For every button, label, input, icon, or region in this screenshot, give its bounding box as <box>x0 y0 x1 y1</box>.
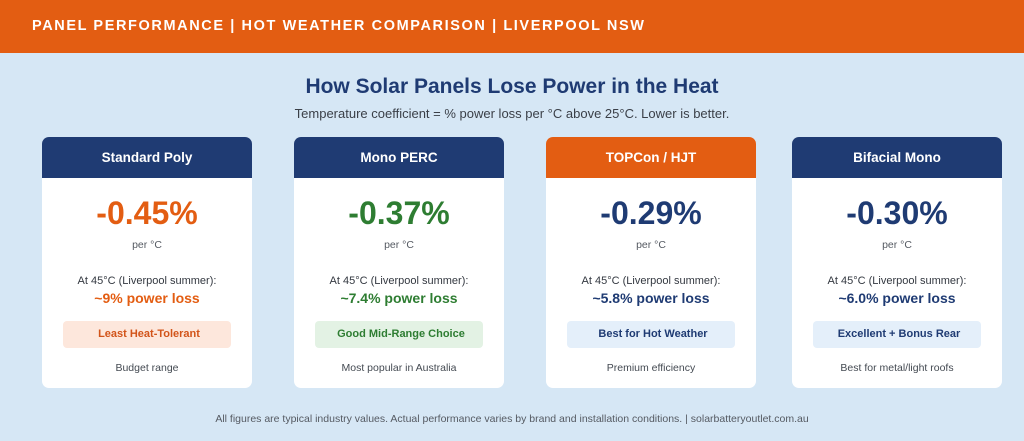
temperature-coefficient: -0.29% <box>600 195 702 231</box>
footer-disclaimer: All figures are typical industry values.… <box>215 413 809 425</box>
card-header: TOPCon / HJT <box>546 137 756 178</box>
power-loss: ~9% power loss <box>94 290 200 306</box>
rating-badge: Best for Hot Weather <box>567 321 735 348</box>
panel-card-mono-perc: Mono PERC -0.37% per °C At 45°C (Liverpo… <box>294 137 504 388</box>
card-note: Best for metal/light roofs <box>840 362 954 374</box>
page-subtitle: Temperature coefficient = % power loss p… <box>294 106 730 121</box>
card-note: Budget range <box>115 362 179 374</box>
condition-label: At 45°C (Liverpool summer): <box>827 275 967 287</box>
temperature-coefficient: -0.37% <box>348 195 450 231</box>
badge-label: Good Mid-Range Choice <box>337 328 465 340</box>
coefficient-unit: per °C <box>132 239 162 251</box>
card-note: Premium efficiency <box>606 362 696 374</box>
coefficient-unit: per °C <box>636 239 666 251</box>
panel-card-bifacial-mono: Bifacial Mono -0.30% per °C At 45°C (Liv… <box>792 137 1002 388</box>
rating-badge: Good Mid-Range Choice <box>315 321 483 348</box>
card-header: Mono PERC <box>294 137 504 178</box>
panel-card-topcon-hjt: TOPCon / HJT -0.29% per °C At 45°C (Live… <box>546 137 756 388</box>
condition-label: At 45°C (Liverpool summer): <box>77 275 217 287</box>
top-banner: PANEL PERFORMANCE | HOT WEATHER COMPARIS… <box>0 0 1024 53</box>
condition-label: At 45°C (Liverpool summer): <box>581 275 721 287</box>
condition-label: At 45°C (Liverpool summer): <box>329 275 469 287</box>
rating-badge: Least Heat-Tolerant <box>63 321 231 348</box>
coefficient-unit: per °C <box>882 239 912 251</box>
power-loss: ~6.0% power loss <box>838 290 956 306</box>
power-loss: ~7.4% power loss <box>340 290 458 306</box>
coefficient-unit: per °C <box>384 239 414 251</box>
badge-label: Least Heat-Tolerant <box>98 328 200 340</box>
rating-badge: Excellent + Bonus Rear <box>813 321 981 348</box>
badge-label: Excellent + Bonus Rear <box>837 328 961 340</box>
panel-card-standard-poly: Standard Poly -0.45% per °C At 45°C (Liv… <box>42 137 252 388</box>
temperature-coefficient: -0.30% <box>846 195 948 231</box>
card-header: Standard Poly <box>42 137 252 178</box>
power-loss: ~5.8% power loss <box>592 290 710 306</box>
card-note: Most popular in Australia <box>341 362 457 374</box>
badge-label: Best for Hot Weather <box>598 328 708 340</box>
card-header: Bifacial Mono <box>792 137 1002 178</box>
page-title: How Solar Panels Lose Power in the Heat <box>305 75 719 98</box>
temperature-coefficient: -0.45% <box>96 195 198 231</box>
